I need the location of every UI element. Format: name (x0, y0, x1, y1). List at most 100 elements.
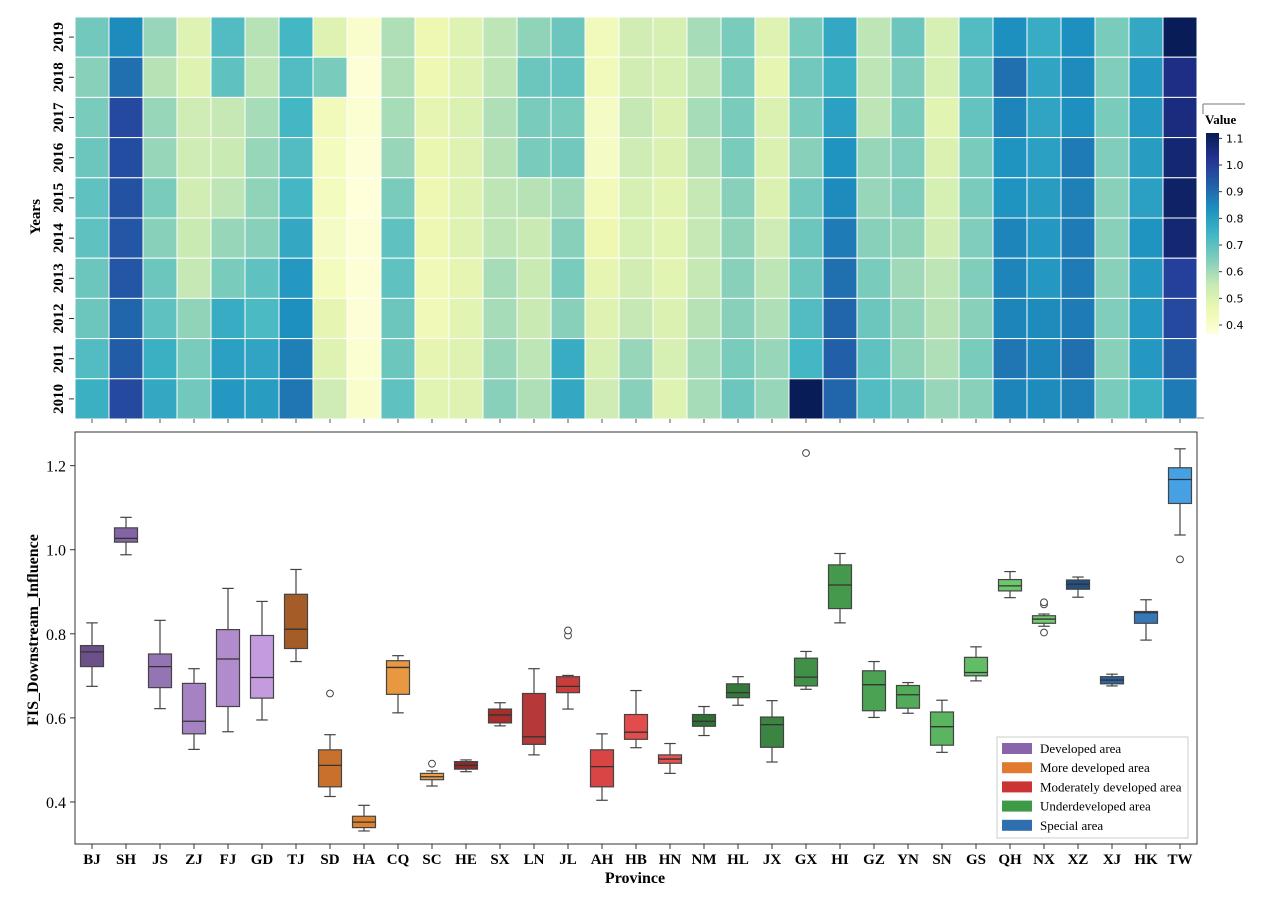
heatmap-cell (210, 96, 246, 139)
heatmap-cell (788, 96, 824, 139)
heatmap-cell (516, 297, 552, 340)
heatmap-cell (516, 338, 552, 380)
heatmap-panel: 2019 2018 2017 2016 2015 2014 2013 2012 2011 2010 (51, 16, 1198, 423)
heatmap-cell (278, 16, 314, 58)
colorbar-gradient-segment (1206, 310, 1219, 314)
boxplot-legend: Developed area More developed area Moderat… (996, 736, 1189, 839)
heatmap-cell (108, 217, 144, 259)
heatmap-cell (210, 378, 246, 420)
heatmap-cell (516, 16, 552, 58)
heatmap-cell (176, 297, 212, 340)
boxplot-x-tick-label: NM (692, 852, 717, 868)
boxplot-y-tick-label: 1.2 (46, 459, 66, 476)
boxplot-x-tick-label: CQ (387, 852, 410, 868)
heatmap-cell (584, 56, 620, 98)
box-hn (657, 742, 683, 774)
heatmap-cell (754, 257, 790, 299)
heatmap-cell (890, 177, 926, 219)
heatmap-cell (1094, 217, 1130, 259)
colorbar-gradient-segment (1206, 183, 1219, 187)
box-hb (623, 689, 649, 749)
heatmap-cell (74, 137, 110, 179)
boxplot-x-tick-label: XJ (1103, 852, 1122, 868)
colorbar-tick-label: 0.4 (1226, 319, 1244, 332)
boxplot-x-tick-label: QH (998, 852, 1022, 868)
colorbar-gradient-segment (1206, 288, 1219, 292)
box-hk (1133, 599, 1159, 641)
heatmap-cell (380, 137, 416, 179)
heatmap-cell (788, 137, 824, 179)
colorbar-gradient-segment (1206, 133, 1219, 137)
heatmap-cell (278, 378, 314, 420)
heatmap-cell (822, 177, 858, 219)
heatmap-cell (822, 257, 858, 299)
heatmap-cell (108, 257, 144, 299)
colorbar-gradient-segment (1206, 208, 1219, 212)
colorbar-gradient-segment (1206, 320, 1219, 324)
colorbar-gradient-segment (1206, 185, 1219, 189)
heatmap-cell (992, 378, 1028, 420)
heatmap-cell (176, 217, 212, 259)
colorbar-gradient-segment (1206, 203, 1219, 207)
heatmap-cell (618, 137, 654, 179)
heatmap-cell (754, 338, 790, 380)
heatmap-cell (108, 16, 144, 58)
heatmap-cell (1162, 177, 1198, 219)
box-cq (385, 655, 411, 714)
heatmap-cell (142, 257, 178, 299)
heatmap-cell (1094, 177, 1130, 219)
boxplot-x-tick-label: LN (524, 852, 545, 868)
box-outlier (1040, 628, 1048, 637)
heatmap-cell (278, 297, 314, 340)
heatmap-cell (74, 56, 110, 98)
heatmap-cell (1128, 217, 1164, 259)
heatmap-cell (822, 16, 858, 58)
colorbar-gradient-segment (1206, 255, 1219, 259)
colorbar-gradient-segment (1206, 175, 1219, 179)
colorbar-gradient-segment (1206, 190, 1219, 194)
colorbar-gradient-segment (1206, 210, 1219, 214)
colorbar-gradient-segment (1206, 248, 1219, 252)
colorbar-gradient-segment (1206, 143, 1219, 147)
heatmap-cell (1128, 257, 1164, 299)
heatmap-cell (312, 297, 348, 340)
heatmap-cell (108, 297, 144, 340)
colorbar-gradient-segment (1206, 135, 1219, 139)
colorbar-gradient-segment (1206, 225, 1219, 229)
heatmap-cell (550, 137, 586, 179)
heatmap-cell (312, 338, 348, 380)
heatmap-cell (448, 338, 484, 380)
heatmap-cell (278, 338, 314, 380)
heatmap-cell (210, 137, 246, 179)
heatmap-cell (176, 16, 212, 58)
heatmap-cell (788, 257, 824, 299)
colorbar-gradient-segment (1206, 228, 1219, 232)
colorbar-tick-label: 0.7 (1226, 239, 1244, 252)
heatmap-cell (1060, 137, 1096, 179)
colorbar-gradient-segment (1206, 283, 1219, 287)
heatmap-cell (924, 217, 960, 259)
heatmap-cell (312, 378, 348, 420)
heatmap-cell (1026, 217, 1062, 259)
colorbar-gradient-segment (1206, 150, 1219, 154)
heatmap-cell (1162, 338, 1198, 380)
heatmap-cell (1060, 56, 1096, 98)
box-qh (997, 570, 1023, 599)
heatmap-cell (584, 177, 620, 219)
legend-label: Developed area (1040, 741, 1121, 756)
heatmap-cell (482, 177, 518, 219)
box-iqr (861, 670, 887, 712)
heatmap-cell (380, 378, 416, 420)
boxplot-panel: 0.4 0.6 0.8 1.0 1.2 BJ SH JS ZJ FJ GD TJ SD HA CQ SC HE S… (46, 431, 1198, 868)
box-he (453, 759, 479, 773)
box-outlier (802, 449, 810, 457)
heatmap-cell (754, 217, 790, 259)
colorbar-gradient-segment (1206, 233, 1219, 237)
colorbar-gradient-segment (1206, 148, 1219, 152)
heatmap-cell (584, 378, 620, 420)
heatmap-cell (414, 297, 450, 340)
heatmap-cell (856, 56, 892, 98)
boxplot-x-tick-label: JL (559, 852, 577, 868)
heatmap-cell (1026, 177, 1062, 219)
legend-swatch (1002, 819, 1032, 831)
